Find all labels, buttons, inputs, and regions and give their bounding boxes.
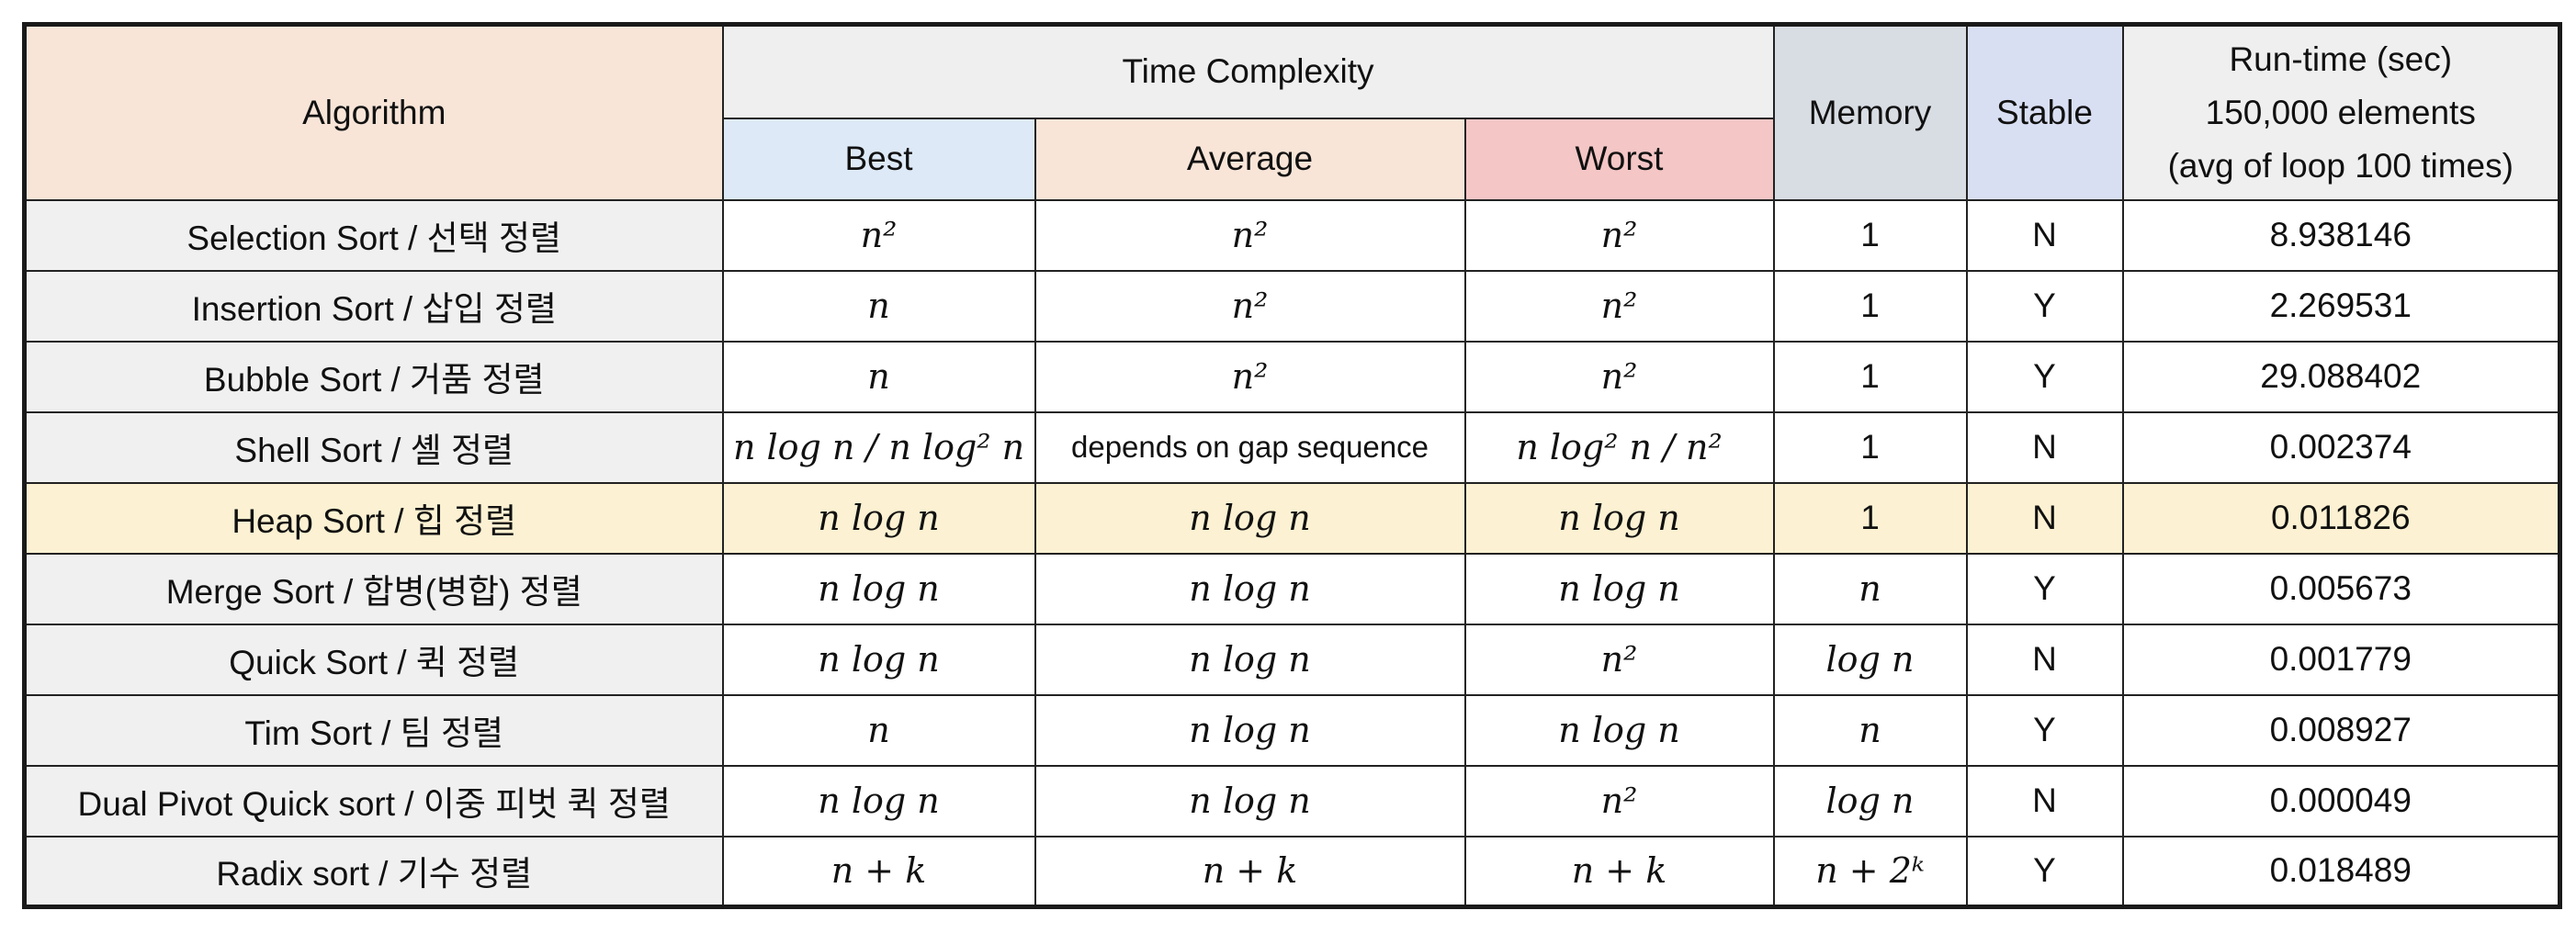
runtime-header: Run-time (sec) 150,000 elements (avg of … bbox=[2121, 23, 2561, 201]
sorting-algorithms-table: Algorithm Time Complexity Memory Stable … bbox=[22, 22, 2562, 909]
runtime-cell: 0.002374 bbox=[2121, 410, 2561, 484]
stable-cell: Y bbox=[1965, 340, 2124, 413]
algorithm-cell: Tim Sort / 팀 정렬 bbox=[23, 693, 724, 767]
stable-cell: Y bbox=[1965, 835, 2124, 908]
average-cell: n log n bbox=[1034, 481, 1466, 555]
stable-cell: N bbox=[1965, 481, 2124, 555]
algorithm-header: Algorithm bbox=[23, 23, 724, 201]
runtime-cell: 0.000049 bbox=[2121, 764, 2561, 837]
runtime-header-line1: Run-time (sec) bbox=[2229, 39, 2453, 78]
algorithm-cell: Heap Sort / 힙 정렬 bbox=[23, 481, 724, 555]
algorithm-cell: Selection Sort / 선택 정렬 bbox=[23, 198, 724, 272]
algorithm-cell: Quick Sort / 퀵 정렬 bbox=[23, 623, 724, 696]
worst-cell: n² bbox=[1463, 198, 1775, 272]
algorithm-cell: Dual Pivot Quick sort / 이중 피벗 퀵 정렬 bbox=[23, 764, 724, 837]
worst-cell: n log n bbox=[1463, 693, 1775, 767]
memory-header: Memory bbox=[1772, 23, 1968, 201]
memory-cell: log n bbox=[1772, 764, 1968, 837]
stable-cell: Y bbox=[1965, 693, 2124, 767]
memory-cell: 1 bbox=[1772, 269, 1968, 343]
stable-cell: N bbox=[1965, 198, 2124, 272]
worst-cell: n² bbox=[1463, 269, 1775, 343]
worst-cell: n² bbox=[1463, 623, 1775, 696]
best-cell: n log n bbox=[721, 481, 1036, 555]
worst-cell: n² bbox=[1463, 340, 1775, 413]
runtime-cell: 0.005673 bbox=[2121, 552, 2561, 625]
best-cell: n log n bbox=[721, 552, 1036, 625]
average-cell: n + k bbox=[1034, 835, 1466, 908]
runtime-header-line3: (avg of loop 100 times) bbox=[2167, 146, 2514, 185]
best-cell: n² bbox=[721, 198, 1036, 272]
best-header: Best bbox=[721, 117, 1036, 201]
algorithm-cell: Radix sort / 기수 정렬 bbox=[23, 835, 724, 908]
memory-cell: n bbox=[1772, 693, 1968, 767]
worst-cell: n + k bbox=[1463, 835, 1775, 908]
runtime-cell: 0.018489 bbox=[2121, 835, 2561, 908]
best-cell: n bbox=[721, 693, 1036, 767]
memory-cell: log n bbox=[1772, 623, 1968, 696]
worst-cell: n² bbox=[1463, 764, 1775, 837]
algorithm-cell: Shell Sort / 셸 정렬 bbox=[23, 410, 724, 484]
algorithm-cell: Bubble Sort / 거품 정렬 bbox=[23, 340, 724, 413]
runtime-cell: 8.938146 bbox=[2121, 198, 2561, 272]
average-cell: n² bbox=[1034, 198, 1466, 272]
runtime-cell: 2.269531 bbox=[2121, 269, 2561, 343]
best-cell: n log n bbox=[721, 764, 1036, 837]
average-header: Average bbox=[1034, 117, 1466, 201]
average-cell: n² bbox=[1034, 340, 1466, 413]
runtime-cell: 0.001779 bbox=[2121, 623, 2561, 696]
stable-cell: N bbox=[1965, 764, 2124, 837]
table-row: Insertion Sort / 삽입 정렬 n n² n² 1 Y 2.269531 bbox=[23, 269, 2561, 343]
memory-cell: n bbox=[1772, 552, 1968, 625]
best-cell: n bbox=[721, 340, 1036, 413]
memory-cell: 1 bbox=[1772, 198, 1968, 272]
table-row: Shell Sort / 셸 정렬 n log n / n log² n depen… bbox=[23, 410, 2561, 484]
time-complexity-header: Time Complexity bbox=[721, 23, 1775, 119]
stable-cell: Y bbox=[1965, 552, 2124, 625]
best-cell: n log n bbox=[721, 623, 1036, 696]
stable-cell: Y bbox=[1965, 269, 2124, 343]
memory-cell: 1 bbox=[1772, 481, 1968, 555]
worst-cell: n log n bbox=[1463, 552, 1775, 625]
stable-cell: N bbox=[1965, 623, 2124, 696]
memory-cell: 1 bbox=[1772, 340, 1968, 413]
best-cell: n + k bbox=[721, 835, 1036, 908]
runtime-cell: 29.088402 bbox=[2121, 340, 2561, 413]
runtime-cell: 0.011826 bbox=[2121, 481, 2561, 555]
best-cell: n log n / n log² n bbox=[721, 410, 1036, 484]
average-cell: depends on gap sequence bbox=[1034, 410, 1466, 484]
table-row: Dual Pivot Quick sort / 이중 피벗 퀵 정렬 n log … bbox=[23, 764, 2561, 837]
average-cell: n log n bbox=[1034, 552, 1466, 625]
memory-cell: 1 bbox=[1772, 410, 1968, 484]
worst-header: Worst bbox=[1463, 117, 1775, 201]
memory-cell: n + 2ᵏ bbox=[1772, 835, 1968, 908]
worst-cell: n log n bbox=[1463, 481, 1775, 555]
average-cell: n log n bbox=[1034, 693, 1466, 767]
table-body: Selection Sort / 선택 정렬 n² n² n² 1 N 8.938146 In… bbox=[23, 198, 2561, 908]
algorithm-cell: Merge Sort / 합병(병합) 정렬 bbox=[23, 552, 724, 625]
average-cell: n log n bbox=[1034, 623, 1466, 696]
table-row: Bubble Sort / 거품 정렬 n n² n² 1 Y 29.088402 bbox=[23, 340, 2561, 413]
best-cell: n bbox=[721, 269, 1036, 343]
algorithm-cell: Insertion Sort / 삽입 정렬 bbox=[23, 269, 724, 343]
runtime-header-line2: 150,000 elements bbox=[2205, 93, 2476, 131]
worst-cell: n log² n / n² bbox=[1463, 410, 1775, 484]
stable-cell: N bbox=[1965, 410, 2124, 484]
average-cell: n² bbox=[1034, 269, 1466, 343]
stable-header: Stable bbox=[1965, 23, 2124, 201]
average-cell: n log n bbox=[1034, 764, 1466, 837]
table-row: Selection Sort / 선택 정렬 n² n² n² 1 N 8.938146 bbox=[23, 198, 2561, 272]
runtime-cell: 0.008927 bbox=[2121, 693, 2561, 767]
